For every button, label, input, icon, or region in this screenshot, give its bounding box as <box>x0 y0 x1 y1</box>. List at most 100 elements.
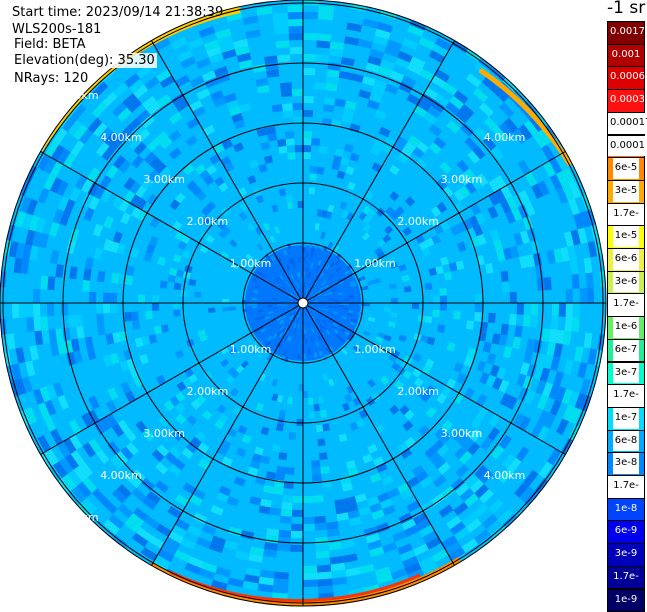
noise-cell <box>303 580 318 587</box>
noise-cell <box>440 303 447 311</box>
noise-cell <box>152 295 159 303</box>
colorbar-level: 1.7e-8 <box>607 475 645 499</box>
noise-cell <box>280 516 292 524</box>
colorbar-level-label: 6e-5 <box>613 158 640 179</box>
colorbar-level-label: 3e-8 <box>613 453 640 474</box>
range-ring-label: 1.00km <box>354 257 396 270</box>
noise-cell <box>572 274 580 289</box>
colorbar-level-label: 1e-7 <box>613 408 640 429</box>
noise-cell <box>222 307 229 312</box>
colorbar-level: 0.001 <box>607 44 645 68</box>
noise-cell <box>110 303 117 313</box>
range-ring-label: 4.00km <box>100 469 142 482</box>
range-ring-label: 3.00km <box>441 427 483 440</box>
noise-cell <box>424 283 432 290</box>
noise-cell <box>303 496 313 503</box>
noise-cell <box>131 312 139 321</box>
range-ring-label: 1.00km <box>354 343 396 356</box>
noise-cell <box>488 313 496 323</box>
noise-cell <box>277 544 290 552</box>
noise-cell <box>316 54 329 62</box>
noise-cell <box>544 277 552 290</box>
noise-cell <box>89 292 96 303</box>
colorbar-level: 3e-7 <box>607 362 645 386</box>
colorbar-level-label: 0.0003 <box>608 90 647 111</box>
colorbar-level-label: 3e-7 <box>613 363 640 384</box>
noise-cell <box>152 303 159 311</box>
noise-cell <box>154 326 162 335</box>
noise-cell <box>286 195 292 203</box>
noise-cell <box>277 139 286 147</box>
noise-cell <box>173 309 180 316</box>
colorbar-level-label: 6e-7 <box>613 340 640 361</box>
noise-cell <box>510 292 517 303</box>
noise-cell <box>298 384 303 391</box>
noise-cell <box>19 303 26 318</box>
noise-cell <box>317 438 325 446</box>
noise-cell <box>319 146 328 154</box>
noise-cell <box>194 292 201 298</box>
noise-cell <box>404 286 412 292</box>
noise-cell <box>298 201 303 208</box>
noise-cell <box>68 315 76 328</box>
noise-cell <box>439 288 447 296</box>
range-ring-label: 3.00km <box>143 173 185 186</box>
noise-cell <box>40 316 48 330</box>
noise-cell <box>316 40 330 48</box>
noise-cell <box>281 509 293 517</box>
noise-cell <box>320 466 330 474</box>
noise-cell <box>282 103 293 111</box>
noise-cell <box>317 578 332 586</box>
noise-cell <box>276 40 290 48</box>
noise-cell <box>587 288 594 303</box>
noise-cell <box>272 104 283 112</box>
colorbar-level-label: 0.0006 <box>608 67 647 88</box>
noise-cell <box>573 303 580 317</box>
range-ring-label: 4.00km <box>484 469 526 482</box>
noise-cell <box>453 311 461 320</box>
noise-cell <box>319 452 328 460</box>
noise-cell <box>33 289 40 303</box>
noise-cell <box>315 523 327 531</box>
colorbar-level-label: 6e-6 <box>613 249 640 270</box>
noise-cell <box>286 138 295 146</box>
colorbar-level: 1.7e-9 <box>607 566 645 590</box>
colorbar-level: 1e-9 <box>607 589 645 612</box>
noise-cell <box>433 296 440 303</box>
noise-cell <box>317 572 332 580</box>
colorbar-level: 1e-6 <box>607 316 645 340</box>
noise-cell <box>290 545 303 552</box>
noise-cell <box>303 145 311 152</box>
noise-cell <box>440 295 447 303</box>
noise-cell <box>285 131 294 139</box>
noise-cell <box>325 83 337 91</box>
noise-cell <box>314 82 326 90</box>
colorbar-level-label: 1e-9 <box>613 590 640 611</box>
noise-cell <box>125 275 133 285</box>
noise-cell <box>285 467 294 475</box>
noise-cell <box>551 316 559 330</box>
colorbar-level: 3e-9 <box>607 543 645 567</box>
noise-cell <box>281 89 293 97</box>
range-ring-label: 1.00km <box>230 257 272 270</box>
nrays-label: NRays: 120 <box>12 71 90 86</box>
noise-cell <box>280 82 292 90</box>
noise-cell <box>309 187 315 194</box>
noise-cell <box>572 317 580 332</box>
noise-cell <box>132 320 140 330</box>
noise-cell <box>83 268 91 280</box>
noise-cell <box>96 303 103 314</box>
noise-cell <box>412 303 419 309</box>
range-ring-label: 3.00km <box>143 427 185 440</box>
noise-cell <box>311 138 320 146</box>
noise-cell <box>566 289 573 303</box>
colorbar-level-label: 1e-6 <box>613 317 640 338</box>
colorbar-level: 0.00017 <box>607 112 645 136</box>
noise-cell <box>317 33 331 41</box>
noise-cell <box>276 466 286 474</box>
colorbar-level: 1e-5 <box>607 225 645 249</box>
noise-cell <box>565 317 573 331</box>
noise-cell <box>295 145 303 152</box>
noise-cell <box>12 303 19 318</box>
device-label: WLS200s-181 <box>12 22 101 37</box>
